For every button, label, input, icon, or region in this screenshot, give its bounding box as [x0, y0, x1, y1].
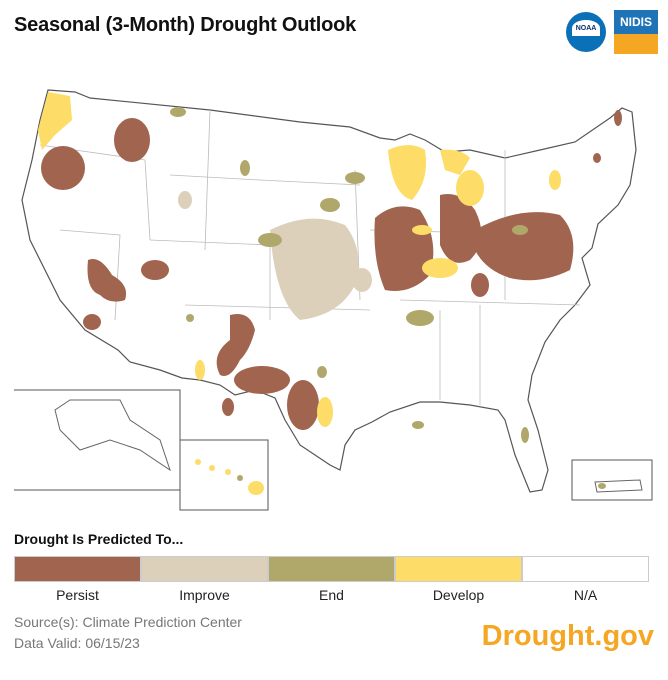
hawaii-inset [179, 439, 269, 511]
legend-item-na: N/A [522, 556, 649, 603]
logos: NOAA NIDIS [566, 10, 658, 54]
legend-item-persist: Persist [14, 556, 141, 603]
legend: Persist Improve End Develop N/A [14, 556, 649, 603]
drought-map [14, 89, 653, 511]
legend-item-improve: Improve [141, 556, 268, 603]
legend-item-end: End [268, 556, 395, 603]
drought-gov-link[interactable]: Drought.gov [481, 620, 654, 652]
page-title: Seasonal (3-Month) Drought Outlook [14, 14, 357, 36]
noaa-logo: NOAA [566, 12, 606, 52]
data-valid-text: Data Valid: 06/15/23 [14, 635, 140, 651]
legend-item-develop: Develop [395, 556, 522, 603]
puerto-rico-inset [571, 459, 653, 501]
legend-title: Drought Is Predicted To... [14, 531, 184, 547]
nidis-logo: NIDIS [614, 10, 658, 54]
source-text: Source(s): Climate Prediction Center [14, 614, 242, 630]
